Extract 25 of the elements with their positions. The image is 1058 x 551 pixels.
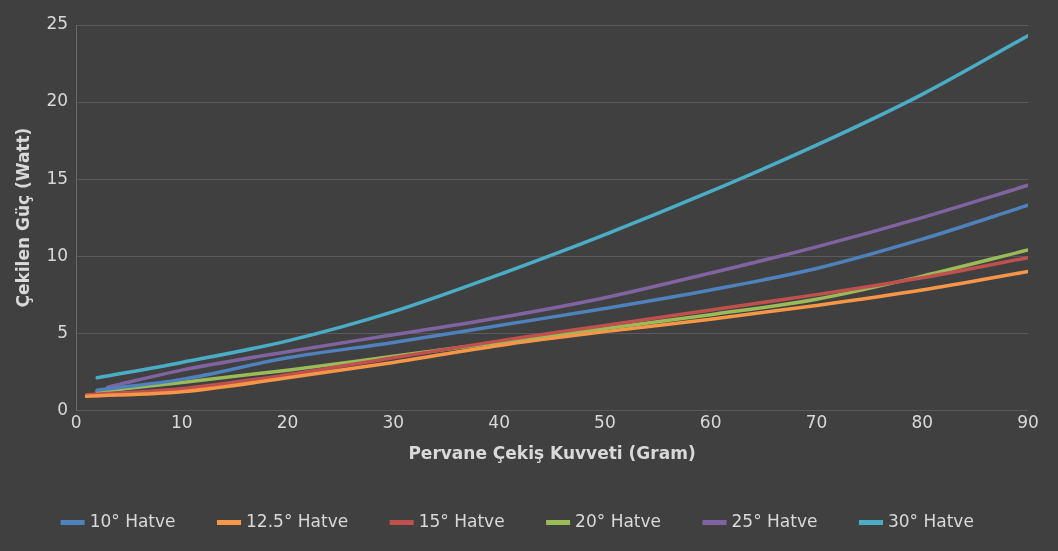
x-tick-label: 80 (911, 411, 934, 432)
x-tick-label: 90 (1017, 411, 1039, 432)
x-axis-title: Pervane Çekiş Kuvveti (Gram) (408, 443, 696, 464)
legend-label: 10° Hatve (89, 510, 176, 531)
legend-label: 20° Hatve (575, 510, 662, 531)
x-tick-label: 30 (382, 411, 405, 432)
legend-label: 30° Hatve (887, 510, 974, 531)
y-tick-label: 15 (46, 167, 69, 188)
legend-label: 15° Hatve (418, 510, 505, 531)
line-series (95, 34, 1028, 380)
y-tick-label: 20 (46, 90, 69, 111)
x-tick-label: 60 (699, 411, 722, 432)
x-tick-label: 50 (594, 411, 616, 432)
y-tick-label: 10 (46, 244, 69, 265)
y-axis-title: Çekilen Güç (Watt) (12, 127, 33, 308)
x-tick-label: 70 (805, 411, 828, 432)
x-tick-label: 40 (488, 411, 510, 432)
legend-label: 12.5° Hatve (246, 510, 349, 531)
y-tick-label: 25 (46, 13, 69, 34)
x-tick-label: 10 (170, 411, 193, 432)
y-tick-label: 0 (57, 398, 69, 419)
x-tick-label: 0 (70, 411, 82, 432)
y-tick-label: 5 (57, 321, 69, 342)
legend-label: 25° Hatve (731, 510, 818, 531)
x-tick-label: 20 (276, 411, 299, 432)
